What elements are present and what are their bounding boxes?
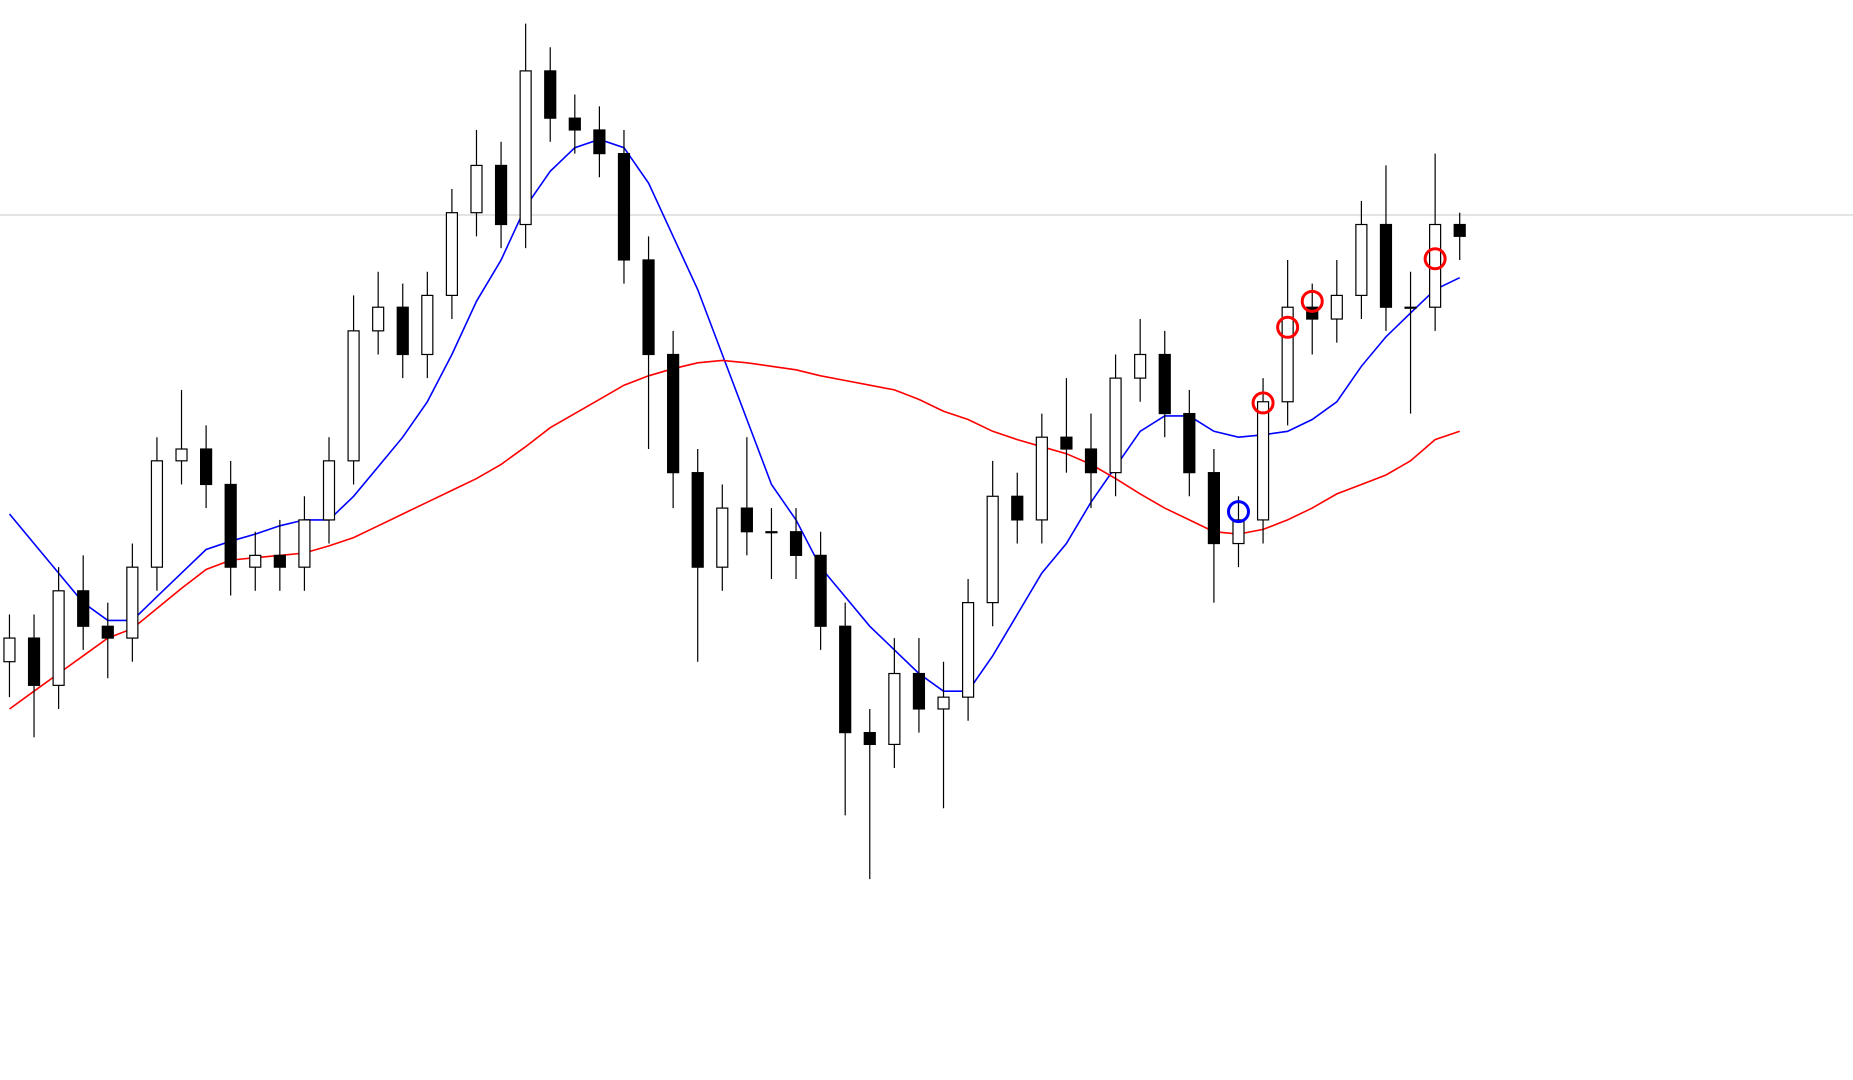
- signal-marker: [1276, 315, 1300, 339]
- candle-body: [298, 519, 311, 568]
- candle-body: [1306, 306, 1319, 320]
- candle-body: [396, 306, 409, 356]
- candle-body: [1084, 448, 1098, 474]
- signal-marker: [1226, 500, 1250, 524]
- candle-body: [1207, 472, 1221, 545]
- candle-body: [27, 637, 41, 686]
- candle-body: [740, 507, 753, 533]
- candle-body: [322, 460, 336, 521]
- candle-body: [519, 70, 532, 226]
- candle-body: [691, 472, 704, 568]
- candle-body: [912, 672, 926, 710]
- candle-body: [937, 696, 950, 710]
- candle-body: [445, 212, 459, 297]
- candle-body: [961, 602, 975, 698]
- candle-body: [667, 353, 680, 474]
- candle-body: [863, 732, 876, 746]
- candle-body: [175, 448, 188, 462]
- moving-average-line: [8, 138, 1461, 692]
- candle-body: [789, 531, 803, 556]
- candle-body: [1011, 495, 1024, 521]
- candle-body: [1355, 223, 1368, 297]
- candle-body: [3, 637, 16, 663]
- candle-body: [1281, 306, 1294, 403]
- candle-body: [249, 554, 262, 568]
- candle-body: [150, 460, 164, 568]
- candle-body: [1060, 436, 1073, 450]
- candle-body: [421, 294, 434, 356]
- candle-body: [126, 566, 139, 639]
- candle-body: [568, 117, 581, 131]
- signal-marker: [1300, 289, 1324, 313]
- candle-body: [77, 590, 90, 627]
- candle-body: [593, 129, 606, 155]
- candle-body: [1183, 412, 1196, 474]
- candle-body: [372, 306, 385, 332]
- candle-body: [617, 153, 631, 261]
- candle-body: [347, 330, 360, 462]
- candle-body: [814, 554, 827, 627]
- candle-body: [101, 625, 114, 639]
- candle-body: [716, 507, 729, 568]
- candle-body: [1134, 353, 1147, 379]
- candle-body: [1256, 401, 1270, 521]
- candle-body: [544, 70, 557, 119]
- candle-body: [888, 672, 901, 746]
- candle-body: [494, 164, 508, 226]
- signal-marker: [1423, 247, 1447, 271]
- candle-body: [986, 495, 999, 604]
- candle-body: [1109, 377, 1122, 474]
- candle-body: [1429, 223, 1442, 308]
- candle-body: [224, 483, 237, 568]
- candle-body: [839, 625, 852, 734]
- candle-body: [642, 259, 655, 356]
- candle-body: [470, 164, 483, 214]
- candle-body: [1232, 519, 1245, 545]
- candle-body: [1404, 306, 1417, 309]
- candle-body: [1158, 353, 1171, 415]
- candle-body: [1379, 223, 1393, 308]
- candle-body: [273, 554, 286, 568]
- candle-body: [765, 531, 778, 534]
- candle-body: [199, 448, 213, 486]
- candle-body: [1453, 223, 1466, 237]
- candle-body: [1035, 436, 1048, 521]
- candle-body: [52, 590, 65, 686]
- signal-marker: [1251, 391, 1275, 415]
- candle-body: [1330, 294, 1343, 320]
